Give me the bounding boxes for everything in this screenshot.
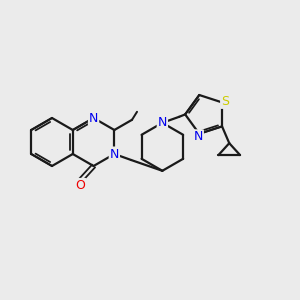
Text: N: N xyxy=(89,112,98,124)
Text: S: S xyxy=(221,95,229,108)
Text: N: N xyxy=(110,148,119,160)
Text: N: N xyxy=(158,116,167,129)
Text: N: N xyxy=(194,130,203,143)
Text: O: O xyxy=(75,179,85,192)
